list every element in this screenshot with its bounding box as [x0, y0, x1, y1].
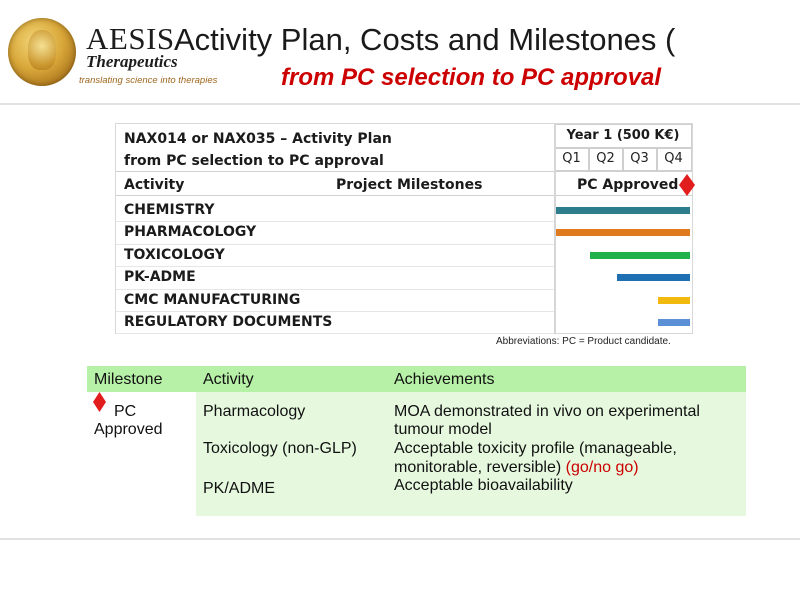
quarter-divider — [622, 147, 624, 171]
header-achievements: Achievements — [394, 371, 495, 388]
row-separator — [116, 266, 554, 268]
logo-wordmark: AESIS — [86, 21, 175, 56]
milestone-pc: PC — [114, 403, 137, 420]
header-activity: Activity — [203, 371, 254, 388]
header-milestone: Milestone — [94, 371, 163, 388]
quarter-label: Q3 — [630, 151, 649, 166]
row-separator — [116, 221, 554, 223]
achievement-3: Acceptable bioavailability — [394, 477, 573, 494]
footer-divider — [0, 538, 800, 540]
achievement-2-text: monitorable, reversible) — [394, 459, 566, 476]
achievement-1-line1: MOA demonstrated in vivo on experimental — [394, 403, 700, 420]
page-subtitle: from PC selection to PC approval — [281, 64, 662, 91]
activity-plan-chart: NAX014 or NAX035 – Activity Plan from PC… — [115, 123, 693, 335]
plan-heading-line2: from PC selection to PC approval — [124, 153, 384, 169]
achievement-1-line2: tumour model — [394, 421, 492, 438]
col-activity-label: Activity — [124, 177, 185, 193]
row-separator — [116, 195, 692, 196]
gantt-column-divider — [554, 124, 556, 333]
achievement-2-line1: Acceptable toxicity profile (manageable, — [394, 440, 677, 457]
logo-subtitle: Therapeutics — [86, 52, 178, 71]
activity-item: Pharmacology — [203, 403, 306, 420]
activity-label: TOXICOLOGY — [124, 246, 225, 263]
gantt-bar — [556, 229, 690, 237]
row-separator — [116, 171, 692, 172]
logo-tagline: translating science into therapies — [79, 75, 218, 86]
gantt-bar — [556, 207, 690, 214]
milestones-table: Milestone Activity Achievements PC Appro… — [87, 366, 746, 516]
activity-item: Toxicology (non-GLP) — [203, 440, 357, 457]
abbreviations-note: Abbreviations: PC = Product candidate. — [496, 336, 671, 347]
quarter-label: Q2 — [596, 151, 615, 166]
col-milestones-label: Project Milestones — [336, 177, 483, 193]
table-body-shaded — [196, 392, 746, 516]
go-no-go-label: (go/no go) — [565, 459, 639, 476]
milestone-approved: Approved — [94, 421, 163, 438]
milestone-diamond-icon — [93, 392, 106, 412]
header-divider — [0, 103, 800, 105]
gantt-bar — [617, 274, 690, 282]
gantt-bar — [658, 296, 690, 304]
gantt-bar — [590, 251, 690, 259]
coin-portrait — [28, 30, 56, 70]
gantt-bar — [658, 319, 690, 326]
row-separator — [116, 333, 554, 335]
row-separator — [116, 243, 554, 245]
activity-label: PK-ADME — [124, 269, 196, 286]
activity-label: CMC MANUFACTURING — [124, 291, 301, 308]
milestone-diamond-icon — [679, 174, 695, 196]
year-label: Year 1 (500 K€) — [566, 128, 680, 143]
page-title: Activity Plan, Costs and Milestones ( — [174, 22, 676, 57]
achievement-2-line2: monitorable, reversible) (go/no go) — [394, 459, 639, 477]
quarter-divider — [656, 147, 658, 171]
pc-approved-label: PC Approved — [577, 177, 679, 193]
activity-label: PHARMACOLOGY — [124, 224, 257, 241]
table-header: Milestone Activity Achievements — [87, 366, 746, 392]
activity-label: REGULATORY DOCUMENTS — [124, 314, 333, 330]
activity-item: PK/ADME — [203, 480, 276, 497]
row-separator — [116, 288, 554, 290]
activity-label: CHEMISTRY — [124, 202, 215, 218]
plan-heading-line1: NAX014 or NAX035 – Activity Plan — [124, 131, 392, 147]
row-separator — [116, 311, 554, 312]
quarter-divider — [588, 147, 590, 171]
quarter-label: Q4 — [664, 151, 683, 166]
logo-coin — [8, 18, 76, 86]
quarter-label: Q1 — [562, 151, 581, 166]
